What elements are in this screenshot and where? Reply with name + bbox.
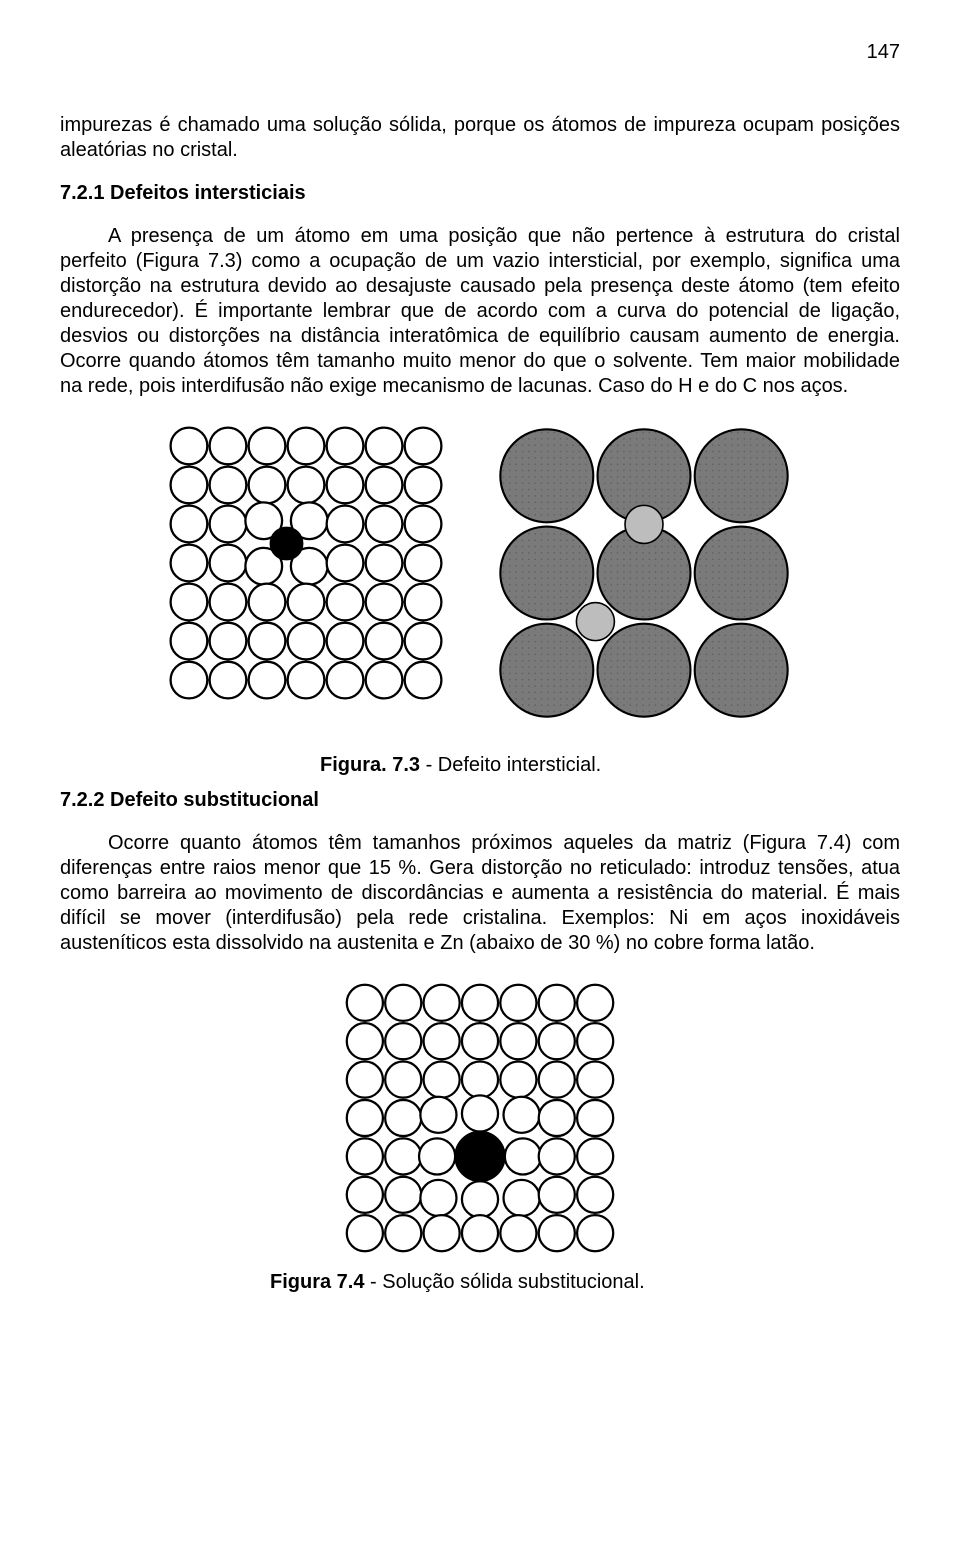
- figure-74-caption: Figura 7.4 - Solução sólida substitucion…: [270, 1270, 900, 1295]
- figure-73-caption: Figura. 7.3 - Defeito intersticial.: [320, 753, 900, 778]
- figure-73-caption-rest: - Defeito intersticial.: [420, 754, 601, 776]
- figure-74-wrap: [60, 978, 900, 1258]
- section-722-heading: 7.2.2 Defeito substitucional: [60, 788, 900, 813]
- figure-73-caption-bold: Figura. 7.3: [320, 754, 420, 776]
- intro-paragraph: impurezas é chamado uma solução sólida, …: [60, 113, 900, 163]
- figure-74-caption-rest: - Solução sólida substitucional.: [364, 1271, 644, 1293]
- figure-73-left: [166, 423, 446, 723]
- page-number: 147: [60, 40, 900, 65]
- figure-74-caption-bold: Figura 7.4: [270, 1271, 364, 1293]
- section-721-paragraph: A presença de um átomo em uma posição qu…: [60, 224, 900, 399]
- figure-73-right: [494, 423, 794, 723]
- section-722-paragraph: Ocorre quanto átomos têm tamanhos próxim…: [60, 831, 900, 956]
- figure-73-row: [60, 423, 900, 723]
- section-721-heading: 7.2.1 Defeitos intersticiais: [60, 181, 900, 206]
- figure-74-diagram: [340, 978, 620, 1258]
